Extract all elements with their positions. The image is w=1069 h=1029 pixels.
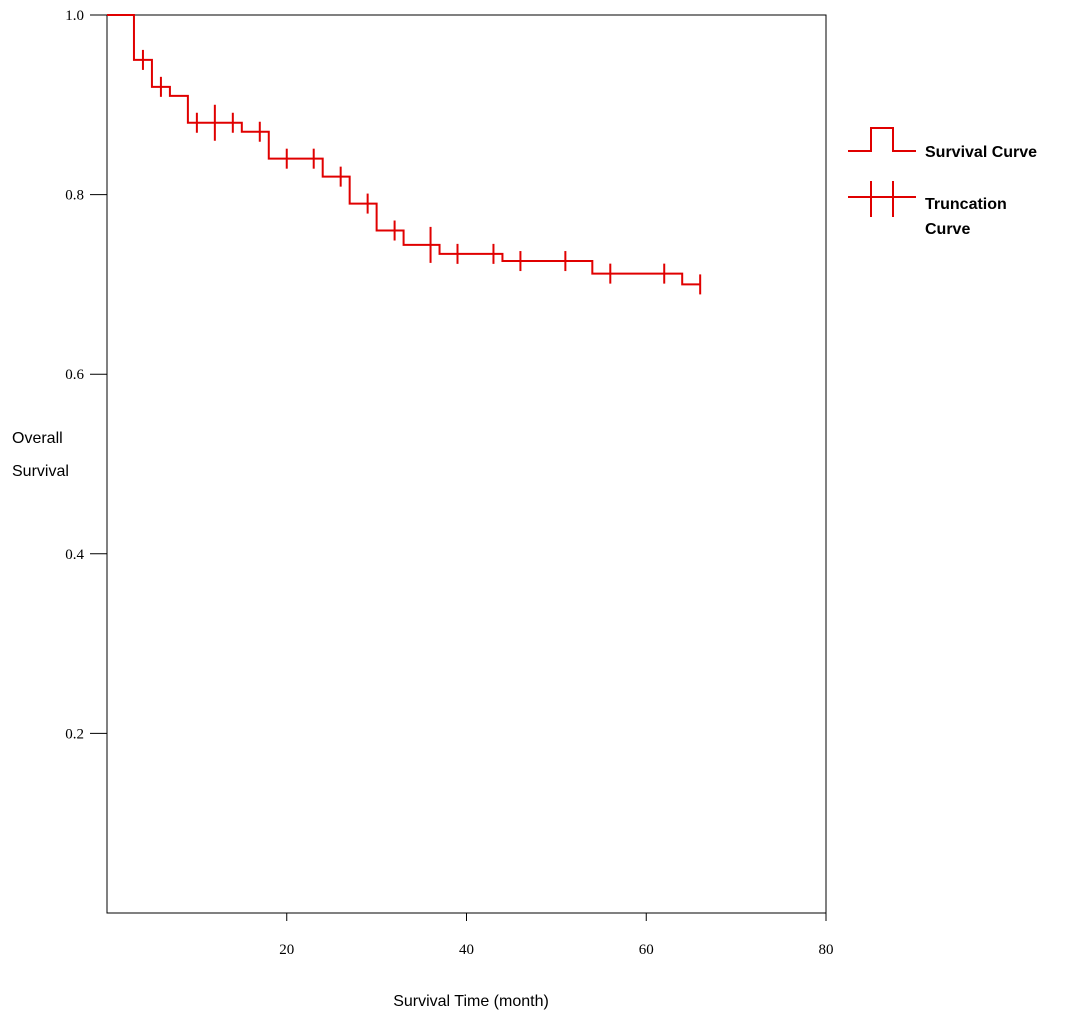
y-tick-label: 0.2: [65, 726, 84, 742]
y-axis-title-line-2: Survival: [12, 463, 69, 480]
x-tick-label: 40: [459, 942, 474, 958]
x-axis-title: Survival Time (month): [393, 993, 549, 1010]
y-tick-label: 0.8: [65, 188, 84, 204]
legend: Survival Curve Truncation Curve: [848, 127, 1037, 238]
plot-border: [106, 14, 827, 914]
y-tick-label: 0.4: [65, 547, 84, 563]
x-tick-label: 20: [279, 942, 294, 958]
x-tick-label: 60: [639, 942, 654, 958]
x-axis-ticks: 20 40 60 80: [279, 913, 834, 958]
legend-truncation-swatch: [848, 181, 916, 217]
censor-layer: [141, 49, 702, 295]
legend-truncation-label-line-1: Truncation: [925, 196, 1007, 213]
y-tick-label: 1.0: [65, 8, 84, 24]
legend-survival-swatch: [848, 127, 916, 152]
y-tick-label: 0.6: [65, 367, 84, 383]
plot-frame: [106, 14, 827, 914]
legend-survival-label: Survival Curve: [925, 144, 1037, 161]
x-tick-label: 80: [819, 942, 834, 958]
y-axis-ticks: 0.2 0.4 0.6 0.8 1.0: [65, 8, 107, 742]
series-layer: [107, 14, 701, 286]
legend-truncation-label-line-2: Curve: [925, 221, 970, 238]
y-axis-title-line-1: Overall: [12, 430, 63, 447]
survival-curve: [107, 14, 701, 286]
